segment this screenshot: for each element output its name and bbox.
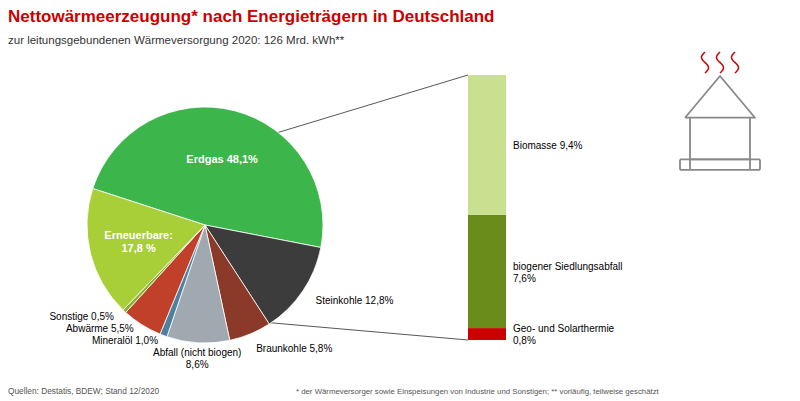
slice-label: Abwärme 5,5% bbox=[66, 323, 134, 334]
subtitle: zur leitungsgebundenen Wärmeversorgung 2… bbox=[8, 34, 345, 46]
text-line: Braunkohle 5,8% bbox=[256, 343, 332, 354]
slice-label: Steinkohle 12,8% bbox=[316, 294, 394, 305]
icon-line bbox=[690, 118, 750, 160]
segment-label: Biomasse 9,4% bbox=[513, 139, 583, 150]
icon-line bbox=[680, 169, 760, 171]
text-line: Geo- und Solarthermie bbox=[513, 323, 615, 334]
text-line: Erdgas 48,1% bbox=[186, 153, 258, 165]
icon-line bbox=[685, 76, 755, 118]
house-icon bbox=[680, 52, 760, 170]
footer: Quellen: Destatis, BDEW; Stand 12/2020 bbox=[8, 386, 160, 396]
slice-label: Mineralöl 1,0% bbox=[92, 335, 158, 346]
icon-line bbox=[679, 159, 681, 169]
icon-line bbox=[759, 159, 761, 169]
segment-label: Geo- und Solarthermie0,8% bbox=[513, 323, 615, 346]
bar-segment bbox=[468, 328, 506, 340]
text-line: Abfall (nicht biogen) bbox=[153, 347, 241, 358]
footer: * der Wärmeversorger sowie Einspeisungen… bbox=[296, 387, 660, 396]
slice-label: Abfall (nicht biogen)8,6% bbox=[153, 347, 241, 370]
text-line: Sonstige 0,5% bbox=[49, 311, 114, 322]
text-line: 17,8 % bbox=[121, 242, 155, 254]
text-line: Mineralöl 1,0% bbox=[92, 335, 158, 346]
title: Nettowärmeerzeugung* nach Energieträgern… bbox=[8, 7, 494, 26]
text-line: Erneuerbare: bbox=[104, 229, 172, 241]
text-line: 8,6% bbox=[186, 359, 209, 370]
slice-label: Erdgas 48,1% bbox=[186, 153, 258, 165]
icon-line bbox=[689, 159, 691, 169]
icon-line bbox=[702, 52, 709, 73]
slice-label: Erneuerbare:17,8 % bbox=[104, 229, 172, 254]
text-line: 7,6% bbox=[513, 272, 536, 283]
segment-label: biogener Siedlungsabfall7,6% bbox=[513, 260, 623, 283]
text-line: biogener Siedlungsabfall bbox=[513, 260, 623, 271]
pie-slice bbox=[87, 189, 205, 310]
icon-line bbox=[732, 52, 739, 73]
pie bbox=[87, 107, 323, 343]
bar-segment bbox=[468, 75, 506, 215]
icon-line bbox=[680, 158, 760, 160]
icon-line bbox=[749, 159, 751, 169]
text-line: Steinkohle 12,8% bbox=[316, 294, 394, 305]
text-line: Biomasse 9,4% bbox=[513, 139, 583, 150]
bar-segment bbox=[468, 215, 506, 328]
text-line: 0,8% bbox=[513, 335, 536, 346]
slice-label: Sonstige 0,5% bbox=[49, 311, 114, 322]
text-line: Abwärme 5,5% bbox=[66, 323, 134, 334]
slice-label: Braunkohle 5,8% bbox=[256, 343, 332, 354]
stacked-bar bbox=[468, 75, 506, 340]
chart: Nettowärmeerzeugung* nach Energieträgern… bbox=[0, 0, 800, 401]
icon-line bbox=[717, 52, 724, 73]
